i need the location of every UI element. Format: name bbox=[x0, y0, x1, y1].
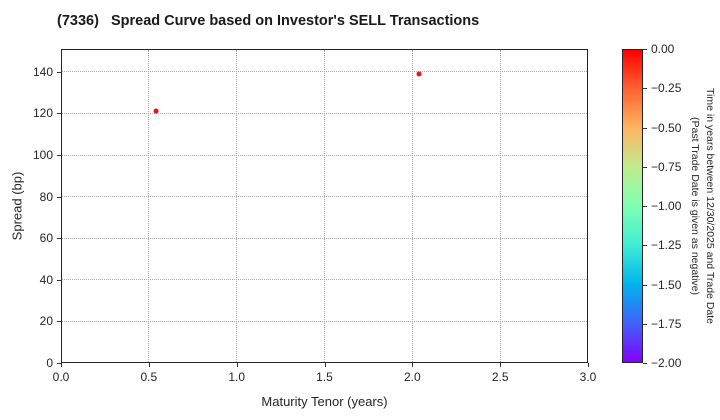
x-tick-label: 2.0 bbox=[403, 370, 421, 384]
y-tick-label: 100 bbox=[32, 148, 53, 163]
colorbar-tick-label: −0.50 bbox=[651, 120, 682, 135]
x-tick-mark bbox=[500, 363, 502, 367]
grid-line-vertical bbox=[324, 50, 325, 362]
grid-line-vertical bbox=[411, 50, 413, 362]
y-tick-label: 120 bbox=[32, 106, 53, 121]
x-tick-mark bbox=[61, 363, 62, 367]
colorbar bbox=[622, 49, 643, 363]
colorbar-tick-mark bbox=[643, 127, 647, 129]
data-point bbox=[416, 71, 422, 77]
x-tick-mark bbox=[236, 363, 238, 367]
colorbar-tick-mark bbox=[643, 245, 647, 247]
y-tick-mark bbox=[57, 196, 61, 198]
colorbar-tick-label: −1.00 bbox=[651, 199, 682, 213]
colorbar-tick-label: −0.75 bbox=[651, 159, 682, 174]
x-tick-mark bbox=[148, 363, 150, 367]
x-tick-mark bbox=[588, 363, 589, 367]
y-tick-label: 140 bbox=[32, 64, 53, 79]
grid-line-vertical bbox=[499, 50, 501, 362]
y-tick-label: 80 bbox=[39, 189, 53, 204]
grid-line-vertical bbox=[148, 50, 150, 362]
y-tick-mark bbox=[57, 71, 61, 73]
colorbar-tick-label: −2.00 bbox=[651, 356, 682, 370]
colorbar-tick-label: −1.25 bbox=[651, 238, 682, 253]
y-axis-label: Spread (bp) bbox=[9, 171, 25, 241]
colorbar-label-line2: (Past Trade Date is given as negative) bbox=[688, 116, 701, 295]
plot-area bbox=[61, 49, 588, 363]
x-tick-label: 0.0 bbox=[52, 370, 70, 384]
y-tick-mark bbox=[57, 113, 61, 115]
y-tick-mark bbox=[57, 155, 61, 157]
colorbar-tick-mark bbox=[643, 206, 647, 207]
x-axis-label: Maturity Tenor (years) bbox=[261, 394, 388, 409]
colorbar-tick-mark bbox=[643, 363, 647, 364]
colorbar-tick-label: 0.00 bbox=[651, 42, 675, 56]
x-tick-label: 1.5 bbox=[316, 370, 333, 384]
y-tick-label: 40 bbox=[39, 272, 53, 287]
x-tick-label: 1.0 bbox=[228, 370, 245, 384]
colorbar-tick-label: −0.25 bbox=[651, 81, 682, 96]
colorbar-tick-mark bbox=[643, 166, 647, 168]
colorbar-tick-mark bbox=[643, 284, 647, 286]
x-tick-label: 3.0 bbox=[579, 370, 597, 384]
colorbar-tick-label: −1.75 bbox=[651, 316, 682, 331]
x-tick-label: 0.5 bbox=[140, 370, 158, 384]
y-tick-label: 20 bbox=[39, 314, 53, 329]
grid-line-vertical bbox=[236, 50, 238, 362]
x-tick-mark bbox=[324, 363, 326, 367]
y-tick-mark bbox=[57, 363, 61, 364]
x-tick-label: 2.5 bbox=[491, 370, 509, 384]
colorbar-tick-mark bbox=[643, 88, 647, 90]
data-point bbox=[153, 108, 159, 114]
y-tick-mark bbox=[57, 321, 61, 323]
chart-title: (7336) Spread Curve based on Investor's … bbox=[57, 13, 480, 29]
colorbar-tick-label: −1.50 bbox=[651, 277, 682, 292]
colorbar-label: Time in years between 12/30/2025 and Tra… bbox=[683, 49, 717, 363]
colorbar-label-line1: Time in years between 12/30/2025 and Tra… bbox=[704, 87, 716, 324]
y-tick-mark bbox=[57, 238, 61, 240]
colorbar-tick-mark bbox=[643, 323, 647, 325]
x-tick-mark bbox=[412, 363, 414, 367]
y-tick-mark bbox=[57, 279, 61, 281]
y-tick-label: 60 bbox=[39, 231, 53, 246]
colorbar-tick-mark bbox=[643, 49, 647, 50]
y-tick-label: 0 bbox=[46, 356, 53, 370]
